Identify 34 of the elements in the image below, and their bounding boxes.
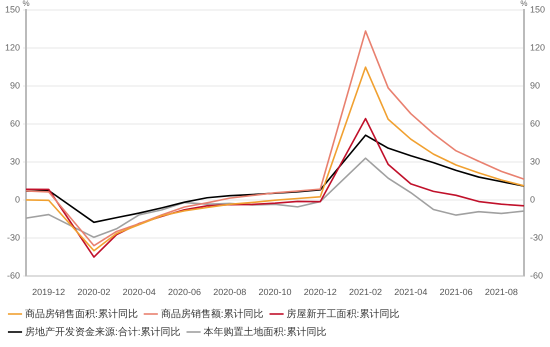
y2-tick-label: 0 [530, 194, 535, 205]
y-tick-label: -30 [7, 232, 20, 243]
legend-label: 房屋新开工面积:累计同比 [286, 308, 400, 320]
y2-tick-label: -60 [530, 270, 543, 281]
x-tick-label: 2020-12 [304, 287, 337, 298]
legend-label: 商品房销售额:累计同比 [160, 308, 264, 320]
legend-label: 商品房销售面积:累计同比 [25, 308, 138, 320]
y2-tick-label: 120 [530, 42, 546, 53]
x-tick-label: 2021-04 [394, 287, 428, 298]
y-axis-title: % [22, 0, 30, 8]
x-tick-label: 2020-06 [168, 287, 201, 298]
x-tick-label: 2020-02 [77, 287, 110, 298]
x-tick-label: 2019-12 [32, 287, 66, 298]
y-tick-label: 60 [10, 118, 20, 129]
legend-label: 本年购置土地面积:累计同比 [204, 326, 326, 338]
x-tick-label: 2020-08 [213, 287, 246, 298]
y2-axis-title: % [520, 0, 528, 8]
x-tick-label: 2020-10 [258, 287, 292, 298]
x-tick-label: 2021-02 [349, 287, 382, 298]
y2-tick-label: 150 [530, 4, 546, 14]
y2-tick-label: -30 [530, 232, 543, 243]
y-tick-label: -60 [7, 270, 20, 281]
y2-tick-label: 60 [530, 118, 540, 129]
x-tick-label: 2021-08 [484, 287, 518, 298]
y-tick-label: 150 [4, 4, 20, 14]
y2-tick-label: 90 [530, 80, 540, 91]
y-tick-label: 90 [10, 80, 20, 91]
x-tick-label: 2021-06 [440, 287, 473, 298]
y-tick-label: 120 [4, 42, 20, 53]
legend-label: 房地产开发资金来源:合计:累计同比 [25, 326, 181, 338]
x-tick-label: 2020-04 [122, 287, 156, 298]
y-tick-label: 0 [15, 194, 20, 205]
y-tick-label: 30 [10, 156, 20, 167]
y2-tick-label: 30 [530, 156, 540, 167]
